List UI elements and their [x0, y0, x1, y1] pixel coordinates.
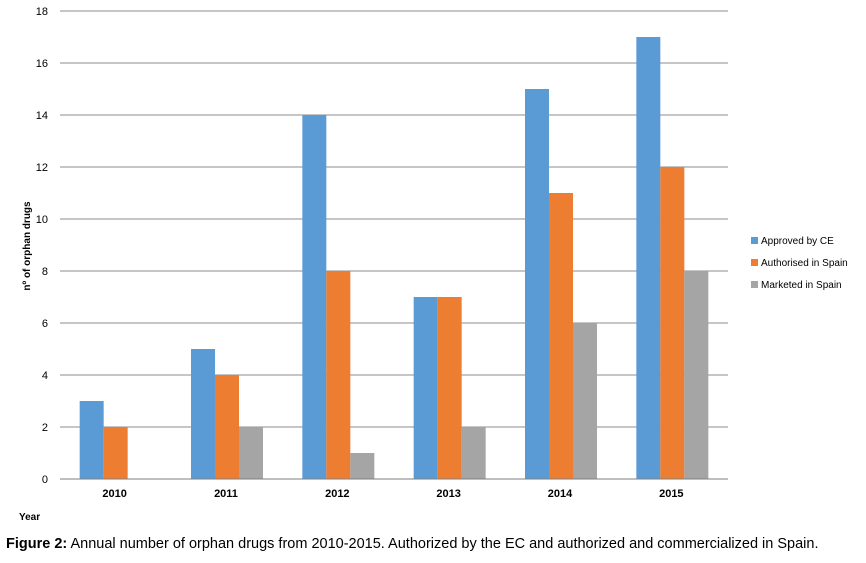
x-axis-title: Year — [19, 512, 40, 523]
bar-approved-by-ce — [302, 115, 327, 479]
x-tick-label: 2010 — [102, 488, 126, 500]
bar-marketed-in-spain — [350, 453, 375, 479]
y-tick-label: 2 — [42, 422, 48, 434]
y-tick-label: 6 — [42, 318, 48, 330]
y-axis-ticks: 0 2 4 6 8 10 12 14 16 18 — [36, 6, 48, 486]
x-tick-label: 2013 — [436, 488, 460, 500]
bar-approved-by-ce — [636, 37, 661, 479]
x-tick-label: 2011 — [214, 488, 238, 500]
x-tick-label: 2012 — [325, 488, 349, 500]
x-tick-label: 2015 — [659, 488, 683, 500]
legend-label: Marketed in Spain — [761, 280, 842, 291]
caption-text: Annual number of orphan drugs from 2010-… — [67, 536, 819, 552]
legend-swatch — [751, 237, 758, 244]
gridlines — [60, 10, 728, 428]
y-tick-label: 10 — [36, 214, 48, 226]
legend: Approved by CE Authorised in Spain Markete… — [751, 236, 848, 291]
bar-authorised-in-spain — [549, 193, 573, 479]
figure-caption: Figure 2: Annual number of orphan drugs … — [6, 536, 818, 552]
y-tick-label: 18 — [36, 6, 48, 18]
bar-approved-by-ce — [413, 297, 438, 479]
bar-marketed-in-spain — [461, 427, 486, 479]
x-tick-label: 2014 — [548, 488, 573, 500]
y-tick-label: 14 — [36, 110, 48, 122]
bar-approved-by-ce — [79, 401, 104, 479]
bar-authorised-in-spain — [103, 427, 128, 479]
y-tick-label: 0 — [42, 474, 48, 486]
x-axis-ticks: 2010 2011 2012 2013 2014 2015 — [102, 488, 683, 500]
bar-authorised-in-spain — [215, 375, 239, 479]
bars — [79, 37, 709, 479]
y-axis-title: nº of orphan drugs — [22, 201, 33, 291]
bar-authorised-in-spain — [437, 297, 462, 479]
legend-swatch — [751, 281, 758, 288]
bar-chart: 0 2 4 6 8 10 12 14 16 18 2010 2011 2012 2013 2014 2015… — [19, 6, 848, 523]
bar-marketed-in-spain — [573, 323, 597, 479]
legend-label: Approved by CE — [761, 236, 834, 247]
y-tick-label: 4 — [42, 370, 48, 382]
bar-approved-by-ce — [525, 89, 549, 479]
bar-authorised-in-spain — [660, 167, 685, 479]
bar-approved-by-ce — [191, 349, 215, 479]
bar-marketed-in-spain — [684, 271, 709, 479]
y-tick-label: 12 — [36, 162, 48, 174]
y-tick-label: 16 — [36, 58, 48, 70]
y-tick-label: 8 — [42, 266, 48, 278]
legend-label: Authorised in Spain — [761, 258, 848, 269]
bar-marketed-in-spain — [239, 427, 263, 479]
caption-label: Figure 2: — [6, 536, 68, 552]
legend-swatch — [751, 259, 758, 266]
bar-authorised-in-spain — [326, 271, 351, 479]
